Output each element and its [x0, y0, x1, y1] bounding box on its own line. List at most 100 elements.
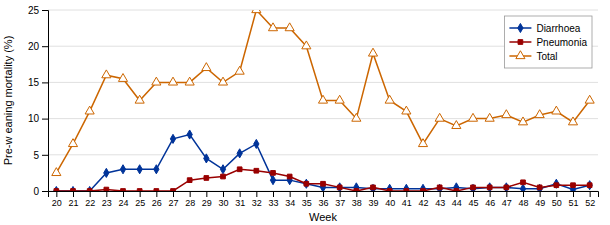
x-axis-line: [49, 192, 599, 198]
point: [104, 187, 109, 191]
point: [121, 189, 126, 191]
point: [487, 185, 492, 190]
point: [437, 184, 442, 191]
point: [302, 41, 311, 49]
x-tick-mark: [573, 191, 574, 197]
series: [54, 167, 592, 191]
x-tick-label: 39: [368, 198, 378, 208]
plot: 2021222324252627282930313233343536373839…: [28, 5, 599, 209]
x-tick-label: 33: [268, 198, 278, 208]
point: [385, 95, 394, 103]
point: [535, 110, 544, 118]
x-tick: 28: [185, 191, 195, 208]
point: [352, 113, 361, 121]
y-tick-mark: [42, 155, 48, 156]
point: [552, 106, 561, 114]
x-tick: 45: [468, 191, 478, 208]
series-line: [56, 135, 589, 191]
point: [102, 70, 111, 78]
y-tick-mark: [42, 10, 48, 11]
point: [70, 186, 75, 191]
y-tick-mark: [42, 82, 48, 83]
x-tick: 38: [352, 191, 362, 208]
point: [221, 174, 226, 179]
x-tick-mark: [56, 191, 57, 197]
x-tick-label: 32: [252, 198, 262, 208]
y-tick-label: 25: [28, 5, 40, 16]
point: [52, 168, 61, 176]
x-tick: 37: [335, 191, 345, 208]
point: [204, 154, 209, 163]
point: [235, 66, 244, 74]
x-tick-label: 30: [218, 198, 228, 208]
point: [435, 113, 444, 121]
x-tick: 20: [52, 191, 62, 208]
point: [520, 184, 525, 191]
x-tick-label: 26: [152, 198, 162, 208]
x-tick: 50: [552, 191, 562, 208]
point: [452, 121, 461, 129]
point: [337, 183, 342, 191]
x-tick-label: 29: [202, 198, 212, 208]
legend-item: Total: [509, 51, 557, 62]
y-axis-line: [42, 11, 49, 192]
x-tick-mark: [340, 191, 341, 197]
point: [137, 189, 142, 191]
point: [554, 183, 559, 188]
x-tick-label: 25: [135, 198, 145, 208]
point: [137, 165, 142, 174]
point: [387, 184, 392, 191]
x-tick: 36: [318, 191, 328, 208]
x-tick: 22: [85, 191, 95, 208]
x-tick-label: 34: [285, 198, 295, 208]
point: [87, 186, 92, 191]
point: [218, 77, 227, 85]
point: [104, 168, 109, 177]
x-tick: 41: [402, 191, 412, 208]
legend: DiarrhoeaPneumoniaTotal: [504, 16, 592, 68]
x-tick-mark: [190, 191, 191, 197]
x-tick-label: 36: [318, 198, 328, 208]
x-tick: 51: [568, 191, 578, 208]
x-tick-label: 28: [185, 198, 195, 208]
x-tick-mark: [490, 191, 491, 197]
point: [168, 77, 177, 85]
x-tick-label: 31: [235, 198, 245, 208]
x-tick: 49: [535, 191, 545, 208]
x-tick-label: 51: [568, 198, 578, 208]
point: [54, 189, 59, 191]
x-tick-mark: [423, 191, 424, 197]
x-axis: 2021222324252627282930313233343536373839…: [49, 191, 599, 208]
x-tick: 42: [418, 191, 428, 208]
point: [135, 95, 144, 103]
point: [118, 74, 127, 82]
data: [52, 10, 594, 191]
point: [537, 184, 542, 191]
x-tick-mark: [523, 191, 524, 197]
y-tick: 20: [28, 41, 48, 52]
y-tick-label: 20: [28, 41, 40, 52]
y-tick-label: 0: [33, 186, 39, 197]
point: [587, 181, 592, 190]
point: [337, 185, 342, 190]
point: [587, 183, 592, 188]
x-tick-label: 45: [468, 198, 478, 208]
x-tick: 48: [518, 191, 528, 208]
legend-item: Diarrhoea: [509, 23, 580, 34]
x-tick-mark: [140, 191, 141, 197]
point: [271, 171, 276, 176]
y-tick-mark: [42, 119, 48, 120]
point: [187, 178, 192, 183]
x-tick: 32: [252, 191, 262, 208]
point: [220, 165, 225, 174]
chart: 2021222324252627282930313233343536373839…: [0, 0, 610, 225]
x-tick-mark: [73, 191, 74, 197]
point: [420, 184, 425, 191]
x-tick-label: 35: [302, 198, 312, 208]
grid: [48, 10, 598, 191]
x-tick-label: 21: [68, 198, 78, 208]
point: [85, 106, 94, 114]
y-tick: 25: [28, 5, 48, 16]
point: [354, 189, 359, 191]
x-tick-mark: [156, 191, 157, 197]
